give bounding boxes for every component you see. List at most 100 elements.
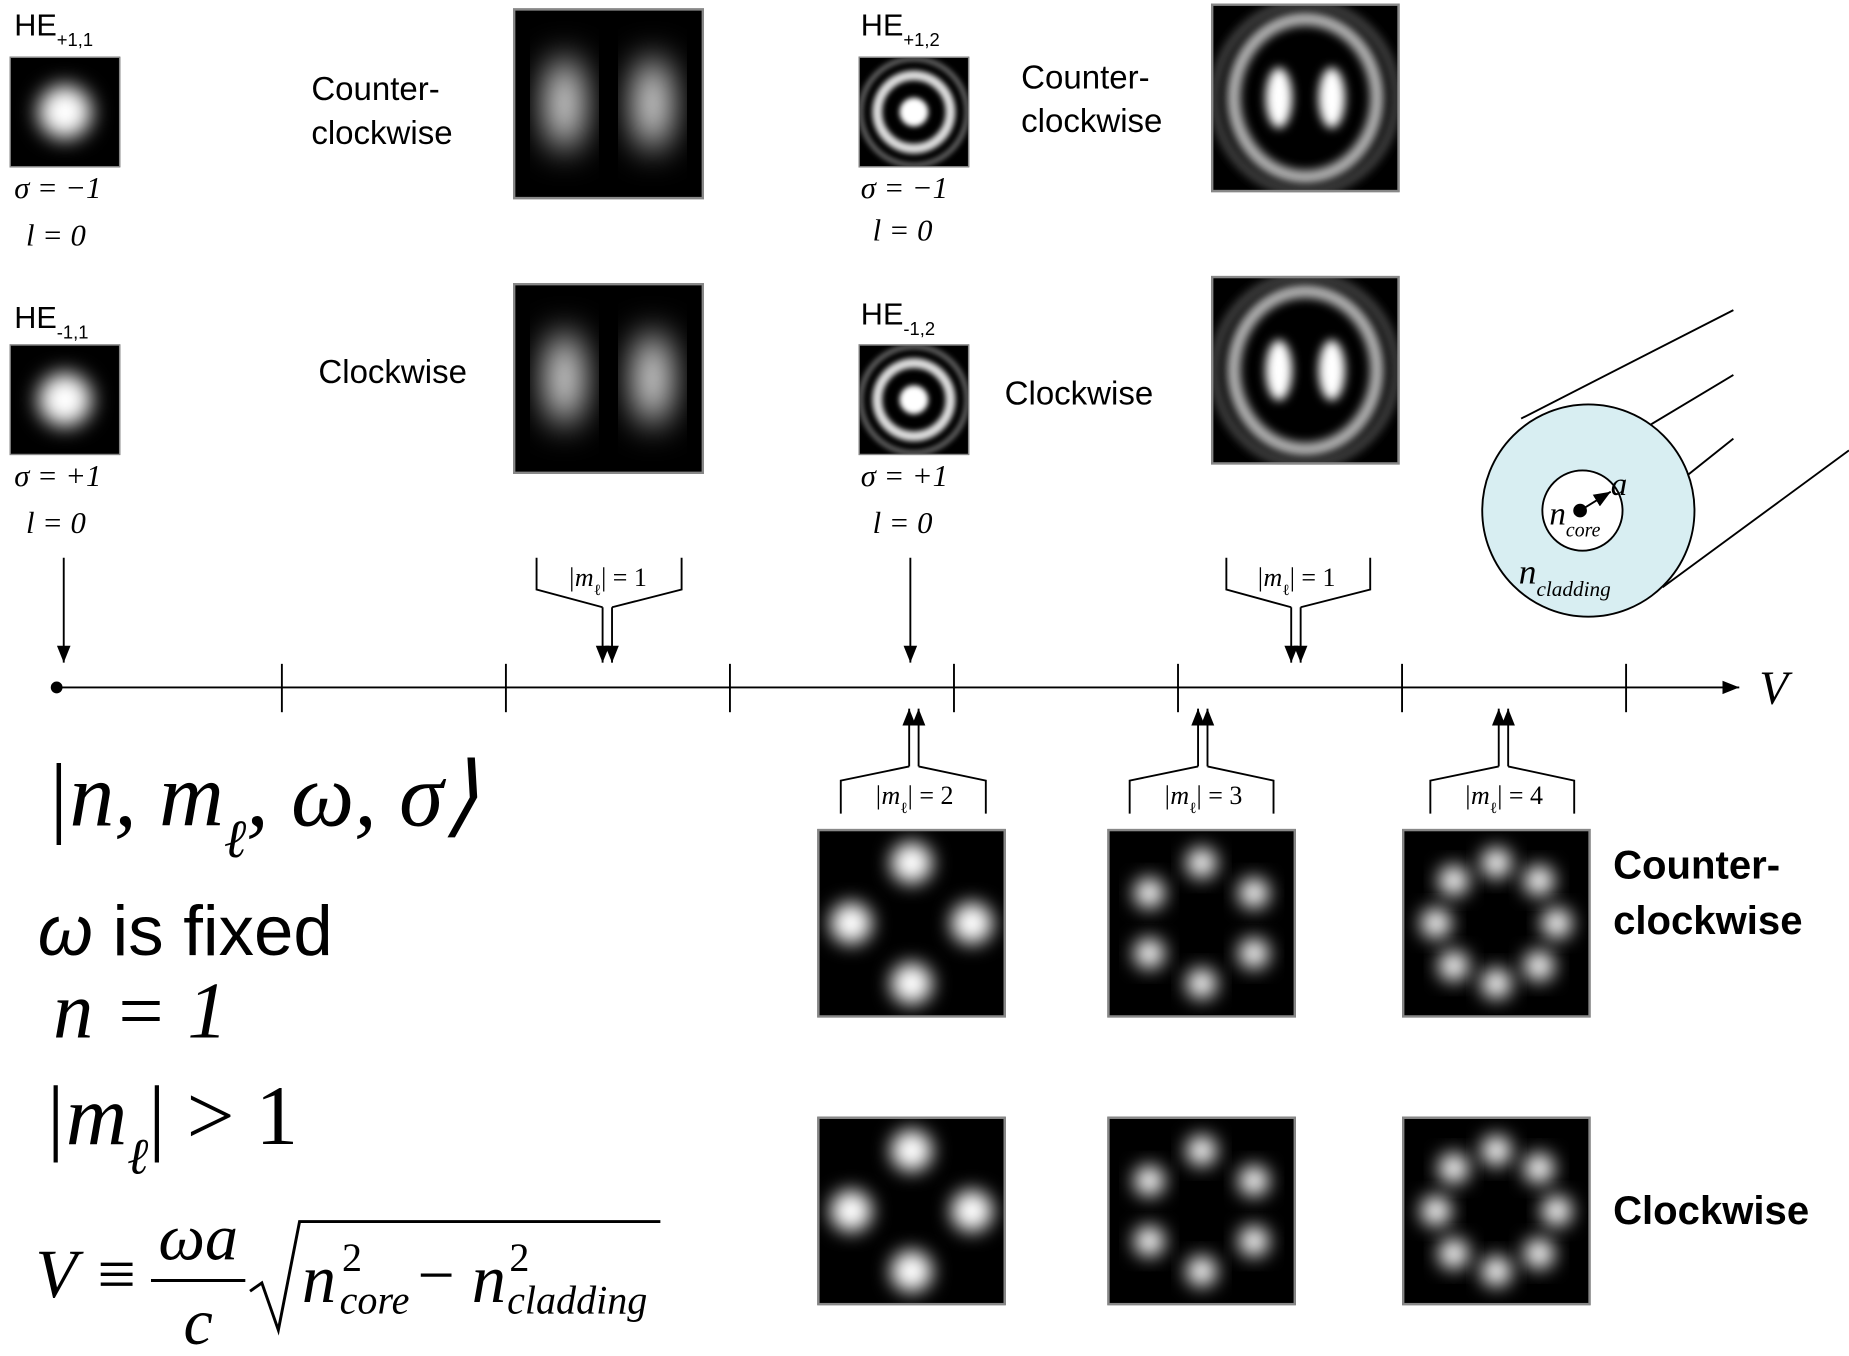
mode-name: HE <box>14 301 57 335</box>
intensity <box>1524 951 1554 981</box>
intensity <box>830 1190 872 1232</box>
intensity <box>38 373 91 426</box>
axis-label: V <box>1759 663 1793 715</box>
superscript: 2 <box>342 1235 362 1280</box>
superscript: 2 <box>509 1235 529 1280</box>
mode-image <box>513 8 704 199</box>
text-run: |n, m <box>45 746 224 845</box>
l-value: l = 0 <box>26 506 86 540</box>
sigma: σ = −1 <box>861 171 948 205</box>
text-run: ℓ <box>594 582 601 599</box>
label: Counter- <box>311 70 439 107</box>
text: |mℓ| = 3 <box>1163 781 1242 817</box>
intensity <box>1542 908 1572 938</box>
mode-image <box>858 57 969 168</box>
text-run: | = 2 <box>908 781 954 810</box>
text: ω is fixed <box>38 891 333 970</box>
mode-image <box>9 57 120 168</box>
sigma: σ = +1 <box>14 459 101 493</box>
label: Counter- <box>1613 843 1780 887</box>
text-run: | = 3 <box>1197 781 1243 810</box>
radius-label: a <box>1611 467 1628 503</box>
text: HE+1,1 <box>14 8 93 50</box>
fiber-cylinder <box>1482 310 1849 617</box>
formula: n <box>302 1241 336 1317</box>
intensity <box>951 1190 993 1232</box>
intensity <box>1439 865 1469 895</box>
intensity <box>1481 848 1511 878</box>
text-run: ℓ <box>224 809 247 869</box>
intensity <box>1542 1196 1572 1226</box>
intensity <box>635 333 669 425</box>
intensity <box>1481 1136 1511 1166</box>
text-run: |m <box>1464 781 1490 810</box>
subscript: cladding <box>507 1278 647 1323</box>
mode-image <box>9 344 120 455</box>
intensity <box>1421 1196 1451 1226</box>
mode-name: HE <box>14 8 57 42</box>
text-run: core <box>1566 519 1601 541</box>
intensity <box>891 842 933 884</box>
text: |mℓ| = 1 <box>1256 563 1335 599</box>
text-run: ℓ <box>1189 800 1196 817</box>
text-run: |m <box>43 1069 128 1163</box>
intensity <box>547 333 581 425</box>
mode-index: +1,1 <box>57 29 93 50</box>
l-value: l = 0 <box>873 506 933 540</box>
formula: V ≡ <box>35 1236 139 1312</box>
intensity <box>1439 1239 1469 1269</box>
subscript: core <box>340 1278 410 1323</box>
intensity <box>1266 340 1292 400</box>
intensity <box>1239 1166 1269 1196</box>
text: HE-1,2 <box>861 297 935 339</box>
intensity <box>951 903 993 945</box>
text-run: is fixed <box>93 891 333 970</box>
intensity <box>1239 878 1269 908</box>
mode-image <box>513 283 704 474</box>
intensity <box>1481 1256 1511 1286</box>
text-run: ℓ <box>1282 582 1289 599</box>
mode-image <box>1402 829 1591 1018</box>
text-run: | = 1 <box>601 563 647 592</box>
diagram: HE+1,1σ = −1l = 0HE-1,1σ = +1l = 0HE+1,2… <box>0 0 1849 1356</box>
text-run: |m <box>568 563 594 592</box>
text-run: n <box>1549 497 1566 533</box>
formula: n <box>472 1241 506 1317</box>
intensity <box>830 903 872 945</box>
intensity <box>1524 865 1554 895</box>
text-run: |m <box>1163 781 1189 810</box>
text-run: , ω, σ⟩ <box>246 746 478 845</box>
intensity <box>1187 1256 1217 1286</box>
text: HE+1,2 <box>861 8 940 50</box>
text-run: cladding <box>1536 577 1610 601</box>
text-run: | > 1 <box>148 1069 298 1163</box>
mode-image <box>817 829 1006 1018</box>
text: |mℓ| = 1 <box>568 563 647 599</box>
intensity <box>1134 1166 1164 1196</box>
text-run: | = 1 <box>1290 563 1336 592</box>
text-run: n <box>1519 552 1537 592</box>
intensity <box>1319 340 1345 400</box>
intensity <box>1439 951 1469 981</box>
formula: − <box>417 1239 454 1312</box>
intensity <box>1421 908 1451 938</box>
text: |mℓ| = 4 <box>1464 781 1543 817</box>
intensity <box>1319 68 1345 128</box>
intensity <box>1187 1136 1217 1166</box>
label: Clockwise <box>1005 374 1154 411</box>
intensity <box>1481 969 1511 999</box>
formula: n = 1 <box>53 968 227 1056</box>
intensity <box>1524 1239 1554 1269</box>
text: |n, mℓ, ω, σ⟩ <box>45 746 478 868</box>
mode-image <box>1402 1117 1591 1306</box>
text-run: ℓ <box>900 800 907 817</box>
text: |mℓ| = 2 <box>874 781 953 817</box>
intensity <box>891 1251 933 1293</box>
mode-image <box>1107 1117 1296 1306</box>
label: clockwise <box>311 114 452 151</box>
numerator: ωa <box>158 1201 238 1274</box>
sigma: σ = −1 <box>14 171 101 205</box>
mode-image <box>1107 829 1296 1018</box>
intensity <box>1187 969 1217 999</box>
intensity <box>899 98 928 127</box>
